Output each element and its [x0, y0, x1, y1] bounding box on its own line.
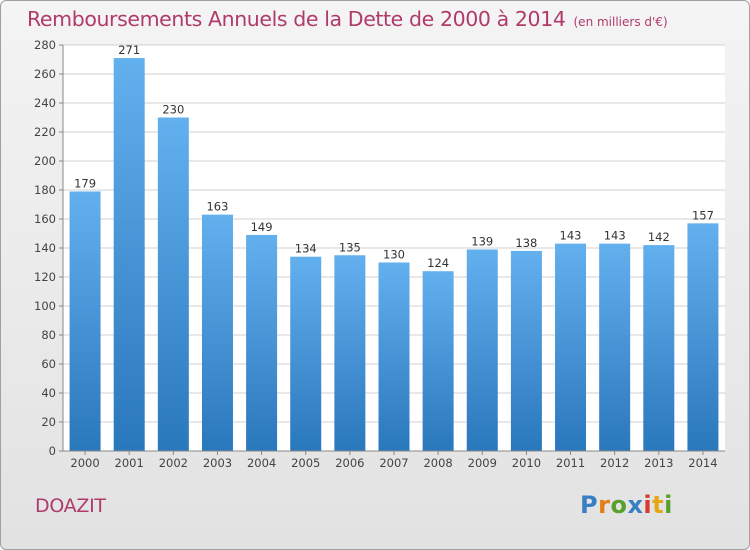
bar — [334, 255, 366, 451]
bar-value-label: 143 — [560, 229, 582, 243]
bar-value-label: 163 — [206, 200, 228, 214]
x-tick-label: 2003 — [203, 456, 232, 470]
bar — [599, 243, 631, 451]
x-tick-label: 2001 — [115, 456, 144, 470]
x-tick-label: 2010 — [512, 456, 541, 470]
y-tick-label: 120 — [34, 270, 56, 284]
y-tick-label: 240 — [34, 96, 56, 110]
x-tick-label: 2006 — [335, 456, 364, 470]
bar-value-label: 230 — [162, 103, 184, 117]
bar — [69, 191, 101, 451]
y-tick-label: 80 — [41, 328, 56, 342]
x-tick-label: 2005 — [291, 456, 320, 470]
y-tick-label: 160 — [34, 212, 56, 226]
bar — [510, 250, 542, 451]
x-tick-label: 2002 — [159, 456, 188, 470]
bar — [643, 245, 675, 451]
y-tick-label: 20 — [41, 415, 56, 429]
bar-value-label: 134 — [295, 242, 317, 256]
bar — [201, 214, 233, 451]
logo-letter: r — [598, 491, 611, 519]
logo-letter: i — [664, 491, 673, 519]
location-label: DOAZIT — [35, 495, 106, 517]
y-tick-label: 260 — [34, 67, 56, 81]
bar-value-label: 135 — [339, 240, 361, 254]
bar — [555, 243, 587, 451]
bar — [466, 249, 498, 451]
bar-value-label: 271 — [118, 43, 140, 57]
bar — [157, 117, 189, 451]
bar — [378, 262, 410, 451]
bar-value-label: 130 — [383, 248, 405, 262]
bars — [69, 58, 719, 452]
x-tick-label: 2014 — [688, 456, 717, 470]
chart-title: Remboursements Annuels de la Dette de 20… — [27, 7, 668, 31]
bar-value-label: 179 — [74, 176, 96, 190]
bar-value-label: 142 — [648, 230, 670, 244]
logo-letter: x — [627, 491, 644, 519]
y-tick-label: 220 — [34, 125, 56, 139]
logo-letter: i — [643, 491, 653, 519]
x-tick-label: 2000 — [70, 456, 99, 470]
y-tick-label: 140 — [34, 241, 56, 255]
bar — [113, 58, 145, 452]
chart-title-text: Remboursements Annuels de la Dette de 20… — [27, 7, 566, 31]
x-tick-label: 2013 — [644, 456, 673, 470]
logo-letter: P — [580, 491, 599, 519]
y-tick-label: 180 — [34, 183, 56, 197]
data-labels: 179 271 230 163 149 134 135 130 124 139 138 143 143 1… — [74, 43, 714, 270]
y-tick-label: 0 — [49, 444, 56, 458]
y-tick-label: 60 — [41, 357, 56, 371]
bar-value-label: 124 — [427, 256, 449, 270]
proxiti-logo: Proxiti — [580, 491, 673, 519]
logo-letter: o — [610, 491, 628, 519]
chart-unit-note: (en milliers d'€) — [573, 15, 668, 29]
bar — [246, 234, 278, 451]
x-tick-label: 2009 — [468, 456, 497, 470]
x-tick-label: 2011 — [556, 456, 585, 470]
logo-letter: t — [652, 491, 665, 519]
bar-value-label: 143 — [604, 229, 626, 243]
bar-value-label: 149 — [251, 220, 273, 234]
x-tick-label: 2008 — [423, 456, 452, 470]
y-tick-label: 40 — [41, 386, 56, 400]
y-tick-label: 280 — [34, 38, 56, 52]
bar-value-label: 138 — [515, 236, 537, 250]
bar — [290, 256, 322, 451]
bar — [687, 223, 719, 451]
x-tick-label: 2012 — [600, 456, 629, 470]
y-tick-label: 100 — [34, 299, 56, 313]
bar — [422, 271, 454, 451]
y-tick-label: 200 — [34, 154, 56, 168]
bar-value-label: 157 — [692, 208, 714, 222]
x-tick-label: 2007 — [379, 456, 408, 470]
axes: 0 20 40 60 80 100 120 140 160 180 200 220 240 260 280 2… — [34, 38, 725, 470]
bar-value-label: 139 — [471, 234, 493, 248]
x-tick-label: 2004 — [247, 456, 276, 470]
